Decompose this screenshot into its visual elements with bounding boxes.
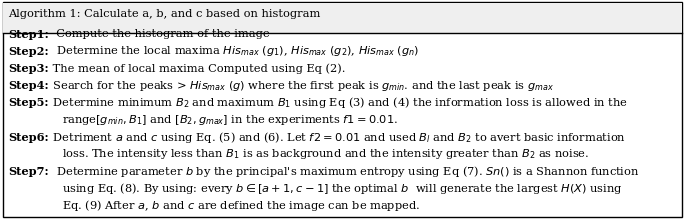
Text: Search for the peaks > $\mathit{His}_{max}$ $(g)$ where the first peak is $g_{mi: Search for the peaks > $\mathit{His}_{ma… <box>49 79 554 93</box>
Text: loss. The intensity less than $B_1$ is as background and the intensity greater t: loss. The intensity less than $B_1$ is a… <box>62 147 590 161</box>
Text: Eq. (9) After $a$, $b$ and $c$ are defined the image can be mapped.: Eq. (9) After $a$, $b$ and $c$ are defin… <box>62 198 421 213</box>
Bar <box>3 3 682 33</box>
Text: Determine the local maxima $\mathit{His}_{max}$ $(g_1)$, $\mathit{His}_{max}$ $(: Determine the local maxima $\mathit{His}… <box>49 44 420 58</box>
Text: Step2:: Step2: <box>8 46 49 57</box>
Text: Determine parameter $b$ by the principal's maximum entropy using Eq (7). $Sn()$ : Determine parameter $b$ by the principal… <box>49 164 640 179</box>
Text: using Eq. (8). By using: every $b \in [a + 1, c - 1]$ the optimal $b$  will gene: using Eq. (8). By using: every $b \in [a… <box>62 181 623 196</box>
Text: Step5:: Step5: <box>8 97 49 108</box>
Text: Determine minimum $B_2$ and maximum $B_1$ using Eq (3) and (4) the information l: Determine minimum $B_2$ and maximum $B_1… <box>49 95 628 110</box>
Text: Compute the histogram of the image: Compute the histogram of the image <box>49 29 270 39</box>
Text: Step6:: Step6: <box>8 132 49 143</box>
Text: Step3:: Step3: <box>8 63 49 74</box>
Text: The mean of local maxima Computed using Eq (2).: The mean of local maxima Computed using … <box>49 63 346 74</box>
Text: Algorithm 1: Calculate a, b, and c based on histogram: Algorithm 1: Calculate a, b, and c based… <box>8 9 321 19</box>
Text: Detriment $a$ and $c$ using Eq. (5) and (6). Let $f2 = 0.01$ and used $B_l$ and : Detriment $a$ and $c$ using Eq. (5) and … <box>49 130 626 145</box>
Text: Step4:: Step4: <box>8 80 49 91</box>
Text: Step1:: Step1: <box>8 29 49 40</box>
Text: range$[g_{min}, B_1]$ and $[B_2, g_{max}]$ in the experiments $f1 = 0.01$.: range$[g_{min}, B_1]$ and $[B_2, g_{max}… <box>62 113 399 127</box>
Text: Step7:: Step7: <box>8 166 49 177</box>
